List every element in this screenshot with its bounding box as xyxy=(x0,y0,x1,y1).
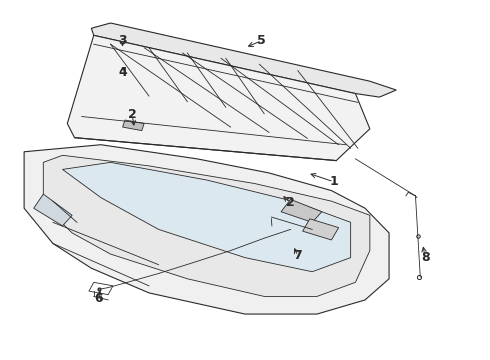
Polygon shape xyxy=(281,199,322,222)
Polygon shape xyxy=(24,145,389,314)
Text: 1: 1 xyxy=(329,175,338,188)
Polygon shape xyxy=(67,35,370,161)
Text: 2: 2 xyxy=(286,197,295,210)
Polygon shape xyxy=(34,194,72,226)
Text: 8: 8 xyxy=(421,251,429,264)
Text: 6: 6 xyxy=(94,292,103,305)
Text: 3: 3 xyxy=(118,34,127,47)
Text: 7: 7 xyxy=(294,249,302,262)
Text: 2: 2 xyxy=(128,108,137,121)
Text: 4: 4 xyxy=(118,66,127,79)
Polygon shape xyxy=(122,120,144,131)
Polygon shape xyxy=(43,155,370,296)
Polygon shape xyxy=(91,23,396,97)
Text: 5: 5 xyxy=(257,34,266,47)
Polygon shape xyxy=(303,219,339,240)
Polygon shape xyxy=(63,162,351,272)
